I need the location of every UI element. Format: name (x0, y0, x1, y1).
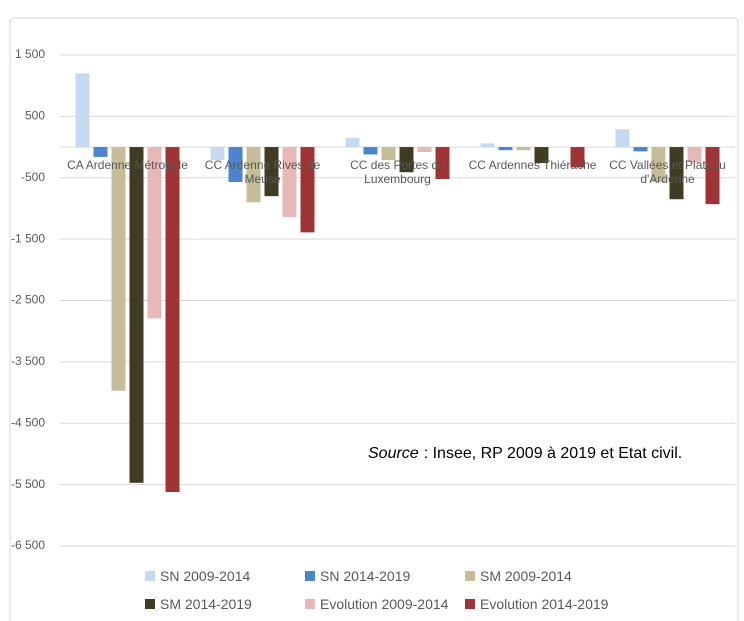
bar (93, 147, 108, 157)
y-tick-label: -6 500 (11, 538, 45, 552)
bar (417, 147, 432, 152)
bar (246, 147, 261, 203)
bar (111, 147, 126, 391)
legend-label: Evolution 2014-2019 (480, 596, 609, 612)
legend-swatch (465, 599, 475, 609)
y-tick-label: 500 (25, 109, 45, 123)
bar (480, 143, 495, 148)
bar (210, 147, 225, 160)
bar (381, 147, 396, 160)
bar (651, 147, 666, 183)
x-tick-label: CC Ardenne Rives de Meuse (204, 158, 321, 187)
legend-item: Evolution 2014-2019 (465, 596, 608, 612)
y-tick-label: -500 (21, 170, 45, 184)
bar (75, 73, 90, 148)
legend-swatch (305, 571, 315, 581)
bar (534, 147, 549, 164)
x-tick-label: CC Vallées et Plateau d'Ardenne (609, 158, 726, 187)
x-tick-label: CC des Portes du Luxembourg (350, 158, 445, 187)
legend-swatch (465, 571, 475, 581)
legend-item: SM 2014-2019 (145, 596, 252, 612)
x-tick-label: CA Ardenne Métropole (67, 158, 188, 173)
legend-label: SN 2009-2014 (160, 568, 251, 584)
legend-item: SN 2009-2014 (145, 568, 250, 584)
bar (363, 147, 378, 155)
bar (228, 147, 243, 183)
legend-label: SM 2009-2014 (480, 568, 572, 584)
bar (300, 147, 315, 233)
bar (687, 147, 702, 163)
legend-swatch (145, 599, 155, 609)
legend-item: SM 2009-2014 (465, 568, 572, 584)
annotation-label: Source (368, 445, 419, 462)
legend-swatch (305, 599, 315, 609)
annotation: Source: Insee, RP 2009 à 2019 et Etat ci… (368, 445, 682, 463)
y-tick-label: -5 500 (11, 477, 45, 491)
annotation-text: : Insee, RP 2009 à 2019 et Etat civil. (423, 445, 683, 462)
bar (705, 147, 720, 205)
bar (147, 147, 162, 319)
bar (516, 147, 531, 151)
legend-item: Evolution 2009-2014 (305, 596, 448, 612)
bar (345, 137, 360, 148)
bar (165, 147, 180, 492)
bar (633, 147, 648, 152)
chart-frame (9, 17, 739, 621)
y-tick-label: 1 500 (15, 47, 45, 61)
y-tick-label: -4 500 (11, 415, 45, 429)
bar (129, 147, 144, 483)
legend-label: SN 2014-2019 (320, 568, 411, 584)
bar (282, 147, 297, 218)
bar (570, 147, 585, 168)
bar (435, 147, 450, 179)
legend-label: SM 2014-2019 (160, 596, 252, 612)
bar (399, 147, 414, 173)
x-tick-label: CC Ardennes Thiérache (468, 158, 597, 173)
y-tick-label: -3 500 (11, 354, 45, 368)
legend-swatch (145, 571, 155, 581)
bar (264, 147, 279, 197)
y-tick-label: -1 500 (11, 231, 45, 245)
legend-label: Evolution 2009-2014 (320, 596, 449, 612)
bar (498, 147, 513, 151)
legend-item: SN 2014-2019 (305, 568, 410, 584)
bar (669, 147, 684, 200)
bar (615, 129, 630, 148)
y-tick-label: -2 500 (11, 293, 45, 307)
